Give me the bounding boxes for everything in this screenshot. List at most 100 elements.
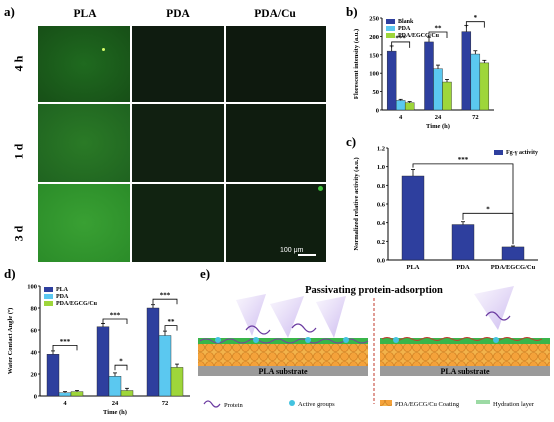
significance-label: *** [160, 292, 171, 300]
bar [470, 53, 481, 111]
y-tick-label: 1.0 [377, 164, 385, 171]
legend-swatch [44, 301, 53, 306]
micrograph-pda-cu-3d [226, 184, 326, 262]
y-tick-label: 60 [31, 328, 38, 335]
y-tick-label: 0.6 [377, 202, 386, 209]
bar [96, 326, 110, 397]
significance-label: * [119, 358, 123, 366]
significance-bracket [52, 345, 78, 351]
y-tick-label: 40 [31, 350, 38, 357]
significance-bracket [412, 163, 514, 245]
x-tick-label: 4 [63, 400, 67, 407]
bar [404, 102, 415, 111]
column-header-pda-cu: PDA/Cu [254, 8, 296, 20]
schematic-title: Passivating protein-adsorption [305, 285, 443, 296]
significance-bracket [152, 298, 178, 305]
bar [386, 50, 397, 111]
bar [479, 62, 490, 111]
column-header-pla: PLA [73, 8, 97, 20]
y-axis-label: Water Contact Angle (º) [7, 308, 14, 374]
y-tick-label: 0.0 [377, 258, 385, 265]
x-tick-label: 24 [112, 400, 119, 407]
legend-label: Fg-γ activity [506, 150, 538, 156]
panel-a-label: a) [4, 4, 15, 19]
significance-label: ** [168, 318, 176, 326]
legend-swatch [44, 287, 53, 292]
schematic-e: Passivating protein-adsorption PLA subst… [198, 285, 550, 409]
significance-bracket [164, 325, 178, 331]
coating-legend-icon [380, 400, 392, 406]
y-axis-label: Normalized relative activity (a.u.) [353, 157, 360, 250]
bar [442, 81, 452, 111]
significance-label: *** [110, 312, 121, 320]
substrate-label-left: PLA substrate [258, 367, 308, 376]
significance-bracket [428, 31, 448, 38]
bar [146, 307, 160, 397]
x-tick-label: PLA [407, 264, 420, 271]
x-tick-label: 4 [399, 114, 403, 121]
significance-label: * [474, 14, 478, 22]
hydration-legend-icon [476, 400, 490, 404]
y-tick-label: 0.4 [377, 220, 386, 227]
micrograph-pla-1d [38, 104, 130, 182]
scene-left: PLA substrate [198, 294, 369, 376]
micrograph-pla-4h [38, 26, 130, 102]
y-tick-label: 250 [369, 16, 379, 23]
legend-swatch [494, 150, 503, 155]
micrograph-pda-4h [132, 26, 224, 102]
y-tick-label: 100 [369, 71, 379, 78]
bar [46, 353, 60, 397]
bar [401, 175, 425, 261]
x-tick-label: PDA [456, 264, 470, 271]
y-tick-label: 20 [31, 372, 38, 379]
legend-label: Blank [398, 19, 414, 25]
active-groups-legend-icon [289, 400, 295, 406]
legend-label: PLA [56, 287, 69, 293]
bar [58, 392, 72, 397]
significance-label: ** [435, 24, 443, 32]
y-tick-label: 1.2 [377, 146, 385, 153]
x-tick-label: 24 [435, 114, 442, 121]
significance-label: *** [395, 34, 406, 42]
legend-swatch [386, 19, 395, 24]
significance-label: * [486, 205, 490, 213]
chart-b: 0 50 100 150 200 250 Florescent intensity (a.u… [353, 14, 494, 130]
significance-bracket [102, 318, 128, 324]
bar [70, 391, 84, 397]
y-tick-label: 200 [369, 34, 379, 41]
bar [433, 68, 443, 111]
legend-label: PDA [56, 294, 69, 300]
y-tick-label: 0.8 [377, 183, 386, 190]
legend-hydration: Hydration layer [493, 401, 535, 408]
x-tick-label: 72 [162, 400, 169, 407]
significance-label: *** [60, 338, 71, 346]
bar [424, 41, 434, 111]
chart-c: 0.0 0.2 0.4 0.6 0.8 1.0 1.2 Normalized relative… [353, 146, 538, 271]
protein-legend-icon [203, 400, 221, 408]
bar [461, 31, 472, 111]
y-tick-label: 0.2 [377, 239, 385, 246]
bar [158, 335, 172, 397]
micrograph-pda-cu-1d [226, 104, 326, 182]
legend-coating: PDA/EGCG/Cu Coating [395, 401, 460, 408]
substrate-label-right: PLA substrate [440, 367, 490, 376]
y-tick-label: 50 [373, 89, 380, 96]
scene-right: PLA substrate [380, 286, 550, 376]
bar [451, 224, 475, 261]
y-tick-label: 0 [376, 108, 379, 115]
significance-bracket [462, 212, 514, 245]
x-tick-label: 72 [472, 114, 479, 121]
schematic-legend: Protein Active groups PDA/EGCG/Cu Coatin… [203, 400, 535, 409]
legend-active-groups: Active groups [298, 401, 335, 408]
micrograph-pda-1d [132, 104, 224, 182]
y-tick-label: 0 [34, 394, 37, 401]
y-tick-label: 80 [31, 306, 38, 313]
x-tick-label: PDA/EGCG/Cu [491, 264, 536, 271]
x-axis-label: Time (h) [103, 409, 127, 416]
x-axis-label: Time (h) [426, 123, 450, 130]
legend-swatch [386, 26, 395, 31]
y-tick-label: 100 [27, 284, 37, 291]
bar [120, 390, 134, 397]
micrograph-pda-3d [132, 184, 224, 262]
significance-bracket [114, 364, 128, 371]
